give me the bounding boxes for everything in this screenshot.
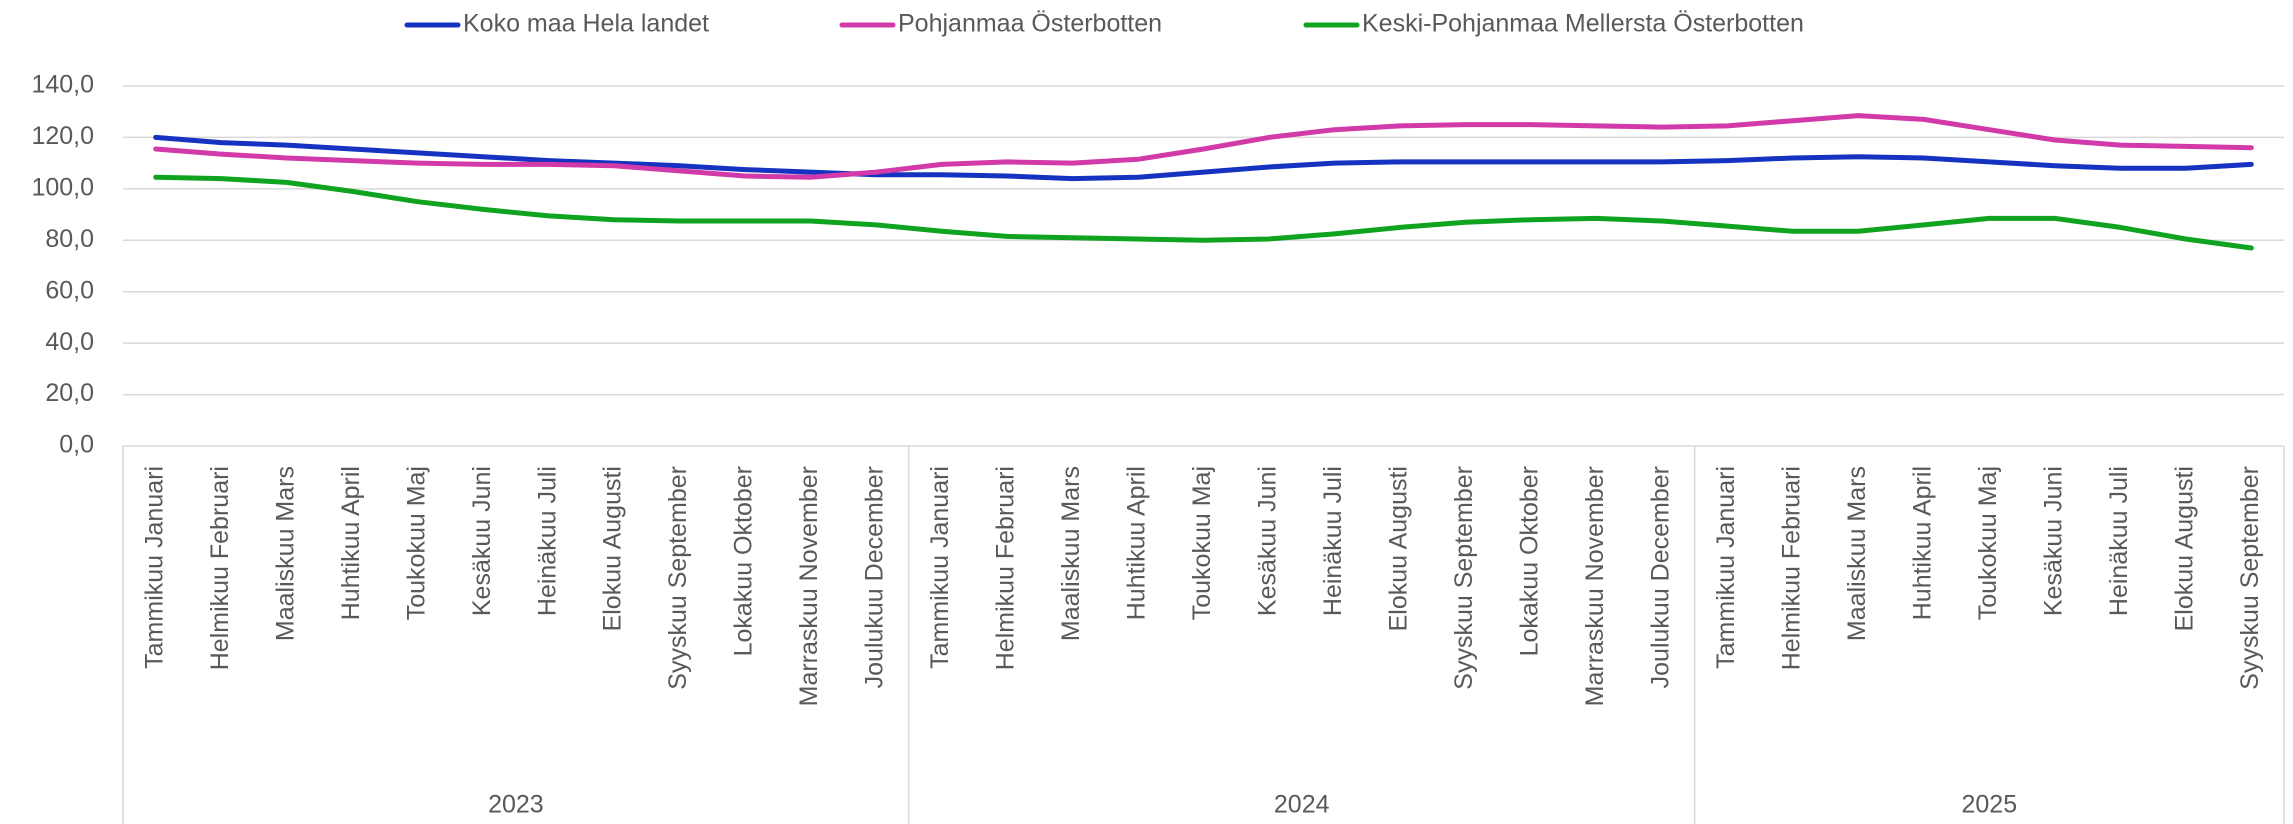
x-tick-label: Maaliskuu Mars xyxy=(1057,466,1085,641)
x-tick-label: Helmikuu Februari xyxy=(1777,466,1805,670)
year-label: 2023 xyxy=(488,791,544,819)
x-tick-label: Elokuu Augusti xyxy=(2170,466,2198,631)
x-tick-label: Elokuu Augusti xyxy=(1385,466,1413,631)
y-tick-label: 140,0 xyxy=(31,71,94,99)
x-tick-label: Toukokuu Maj xyxy=(1188,466,1216,620)
legend-label: Koko maa Hela landet xyxy=(463,10,709,38)
x-tick-label: Helmikuu Februari xyxy=(206,466,234,670)
x-tick-label: Huhtikuu April xyxy=(1908,466,1936,620)
x-tick-label: Maaliskuu Mars xyxy=(1843,466,1871,641)
x-tick-label: Syyskuu September xyxy=(1450,466,1478,690)
legend-label: Pohjanmaa Österbotten xyxy=(898,10,1162,38)
y-tick-label: 60,0 xyxy=(45,276,94,304)
series-line xyxy=(153,174,2254,251)
series-line xyxy=(153,134,2254,182)
x-tick-label: Huhtikuu April xyxy=(1123,466,1151,620)
y-tick-label: 20,0 xyxy=(45,379,94,407)
x-tick-label: Tammikuu Januari xyxy=(1712,466,1740,669)
x-tick-label: Joulukuu December xyxy=(861,466,889,688)
y-tick-label: 40,0 xyxy=(45,328,94,356)
x-tick-label: Toukokuu Maj xyxy=(402,466,430,620)
x-tick-label: Syyskuu September xyxy=(2236,466,2264,690)
x-tick-label: Huhtikuu April xyxy=(337,466,365,620)
x-tick-label: Elokuu Augusti xyxy=(599,466,627,631)
x-tick-label: Heinäkuu Juli xyxy=(533,466,561,616)
y-tick-label: 120,0 xyxy=(31,122,94,150)
x-tick-label: Heinäkuu Juli xyxy=(1319,466,1347,616)
x-tick-label: Lokakuu Oktober xyxy=(1516,466,1544,656)
x-tick-label: Kesäkuu Juni xyxy=(2039,466,2067,616)
x-tick-label: Toukokuu Maj xyxy=(1974,466,2002,620)
y-tick-label: 100,0 xyxy=(31,173,94,201)
x-tick-label: Tammikuu Januari xyxy=(140,466,168,669)
year-label: 2024 xyxy=(1274,791,1330,819)
x-tick-label: Syyskuu September xyxy=(664,466,692,690)
x-tick-label: Kesäkuu Juni xyxy=(1254,466,1282,616)
x-tick-label: Helmikuu Februari xyxy=(992,466,1020,670)
series-line xyxy=(153,113,2254,180)
x-tick-label: Maaliskuu Mars xyxy=(271,466,299,641)
x-tick-label: Marraskuu November xyxy=(1581,466,1609,706)
x-tick-label: Tammikuu Januari xyxy=(926,466,954,669)
y-tick-label: 0,0 xyxy=(59,431,94,459)
y-tick-label: 80,0 xyxy=(45,225,94,253)
x-tick-label: Marraskuu November xyxy=(795,466,823,706)
x-tick-label: Lokakuu Oktober xyxy=(730,466,758,656)
x-tick-label: Joulukuu December xyxy=(1647,466,1675,688)
year-label: 2025 xyxy=(1962,791,2018,819)
x-tick-label: Heinäkuu Juli xyxy=(2105,466,2133,616)
x-tick-label: Kesäkuu Juni xyxy=(468,466,496,616)
legend-label: Keski-Pohjanmaa Mellersta Österbotten xyxy=(1362,10,1804,38)
